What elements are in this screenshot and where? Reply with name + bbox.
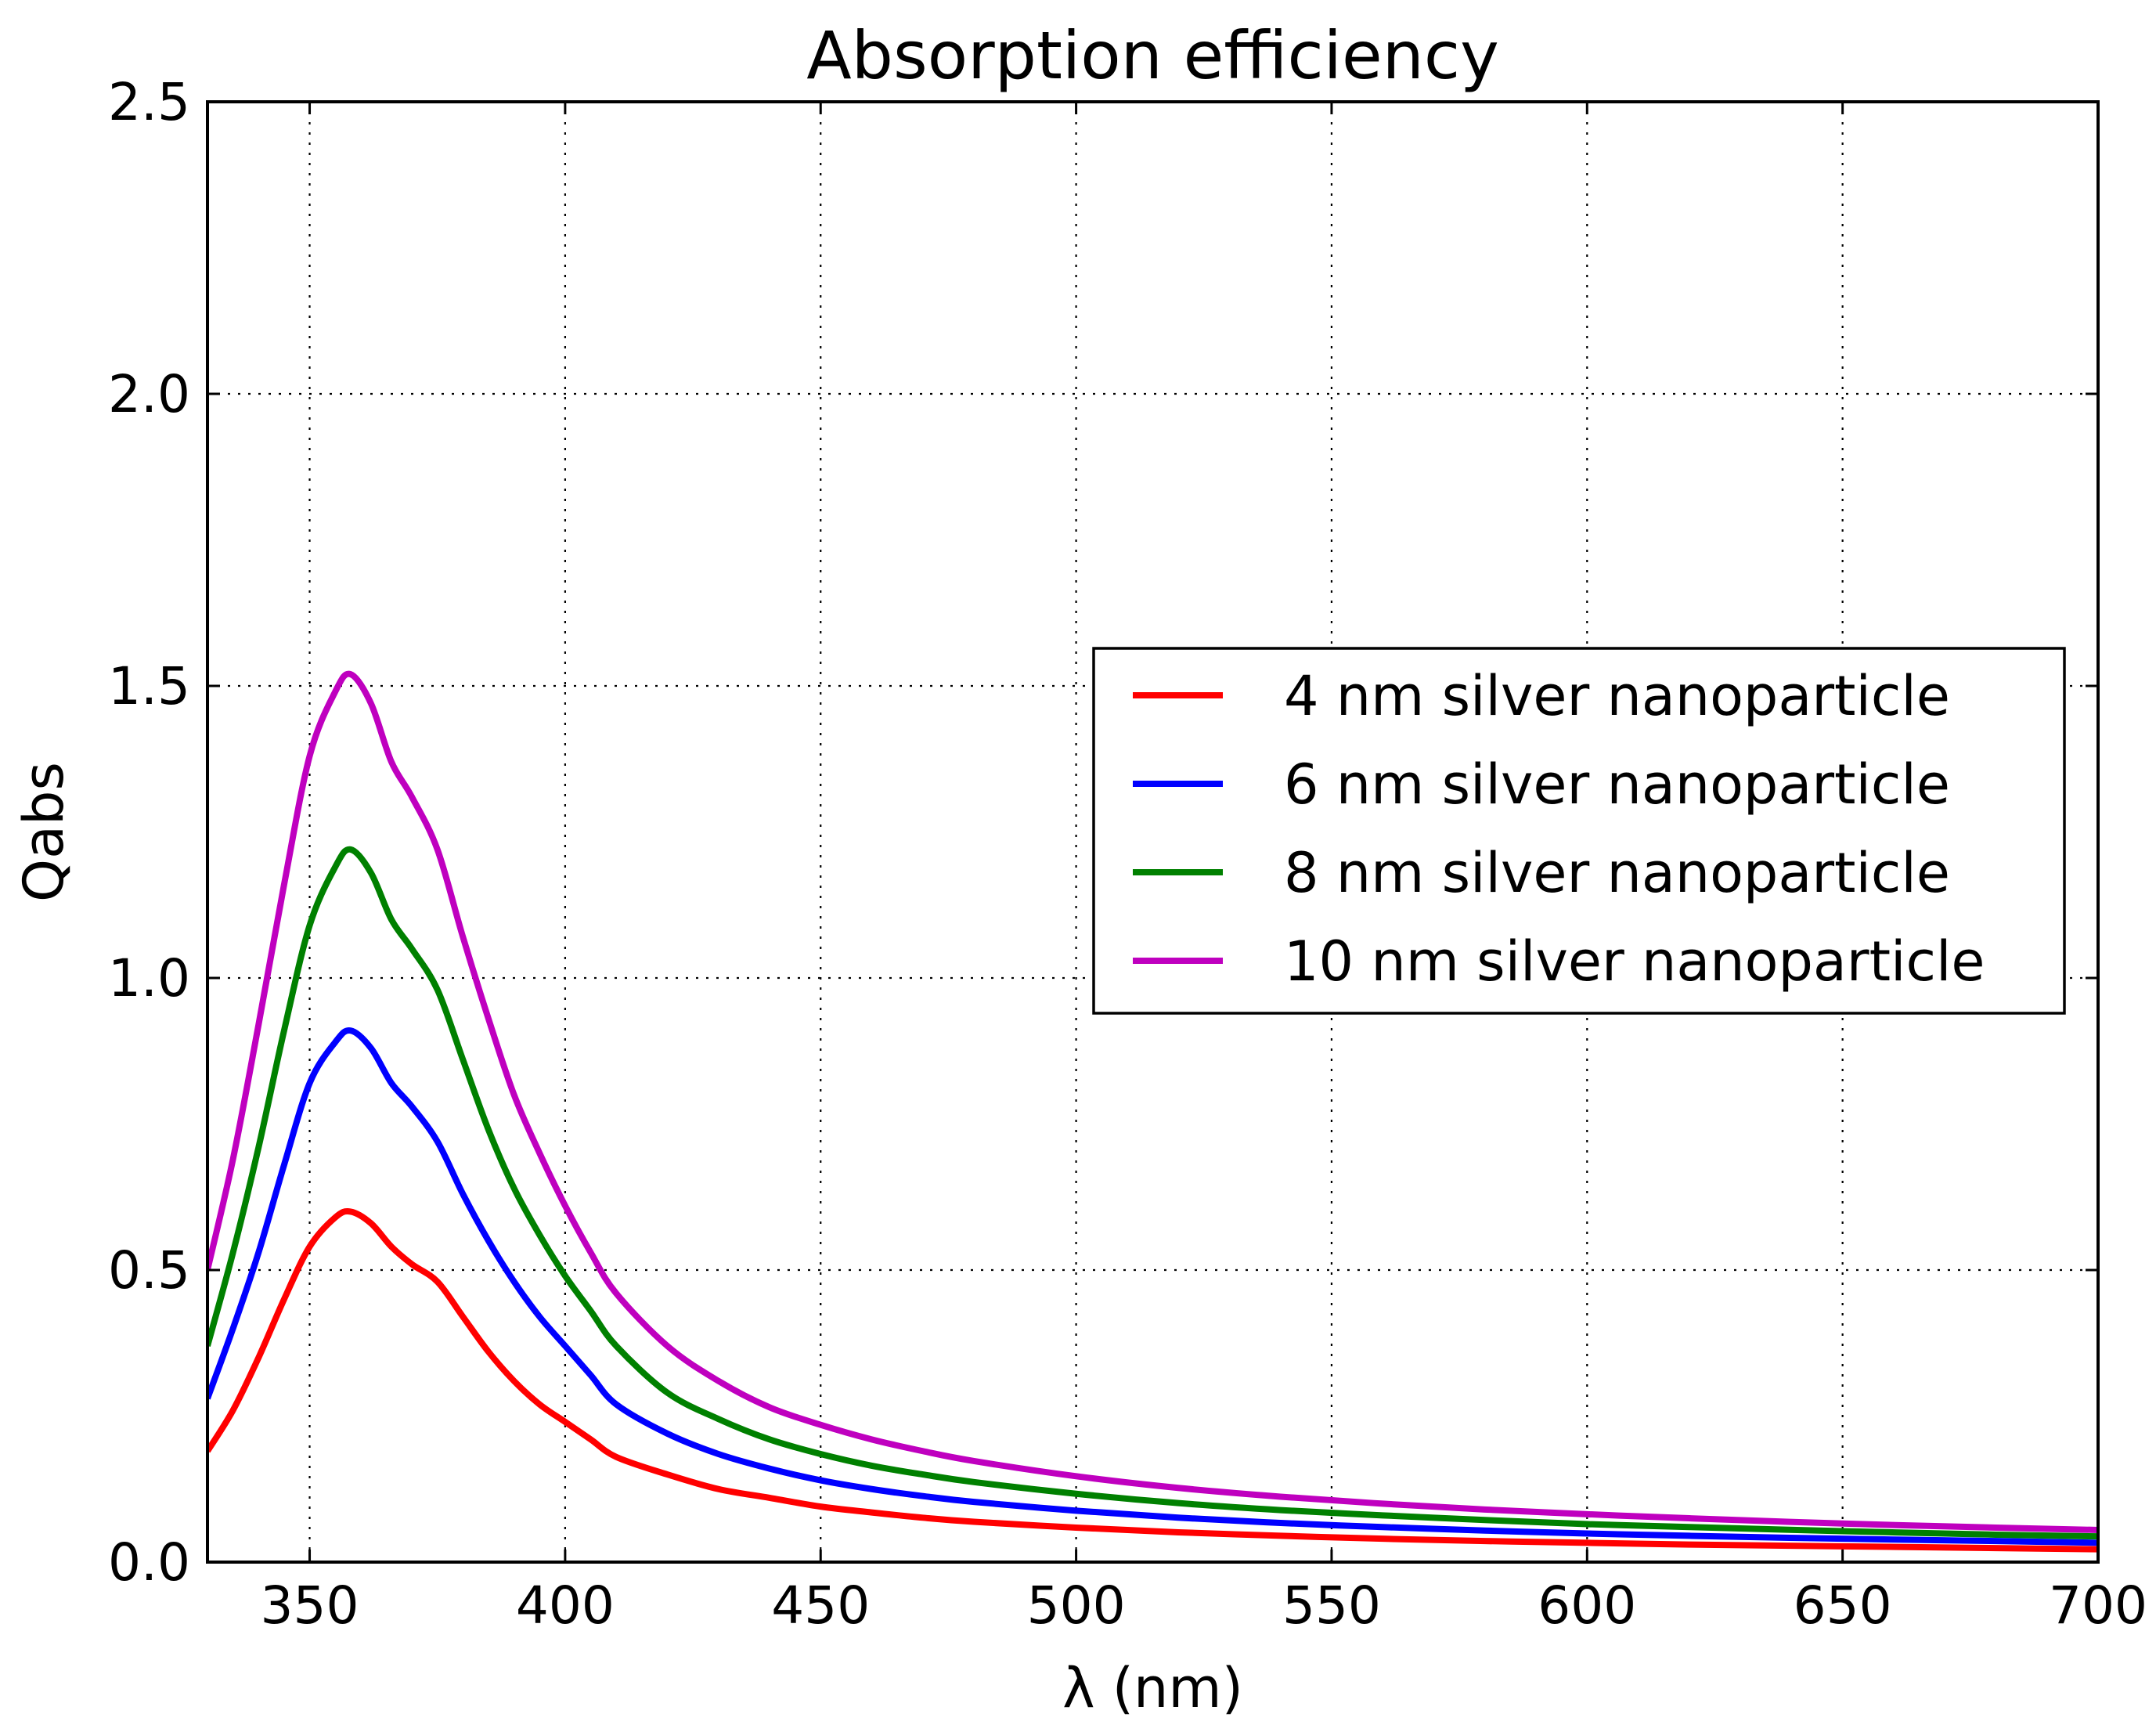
- legend-label-4: 10 nm silver nanoparticle: [1284, 929, 1985, 994]
- y-tick-label: 1.0: [108, 948, 190, 1009]
- x-tick-label: 700: [2049, 1575, 2147, 1636]
- legend: 4 nm silver nanoparticle 6 nm silver nano…: [1092, 647, 2066, 1015]
- plot-frame: [206, 100, 2100, 1564]
- series-line-2: [207, 1027, 2098, 1546]
- y-tick-label: 0.0: [108, 1532, 190, 1593]
- x-tick-label: 400: [516, 1575, 615, 1636]
- x-tick-label: 450: [771, 1575, 870, 1636]
- x-tick-label: 650: [1794, 1575, 1892, 1636]
- series-layer: [207, 670, 2098, 1553]
- x-tick-label: 550: [1282, 1575, 1381, 1636]
- ticks: 350 400 450 500 550 600 650 700 0.0 0.5 1.0 1.5 2.0 2…: [108, 72, 2147, 1636]
- series-line-4: [207, 670, 2098, 1533]
- legend-box: [1092, 647, 2066, 1015]
- y-tick-label: 1.5: [108, 656, 190, 716]
- y-tick-label: 0.5: [108, 1240, 190, 1301]
- y-tick-label: 2.5: [108, 72, 190, 132]
- y-axis-label: Qabs: [12, 762, 76, 902]
- x-tick-label: 500: [1027, 1575, 1126, 1636]
- series-line-3: [207, 846, 2098, 1540]
- series-line-1: [207, 1207, 2098, 1553]
- legend-label-1: 4 nm silver nanoparticle: [1284, 664, 1950, 728]
- x-tick-label: 350: [261, 1575, 359, 1636]
- legend-label-2: 6 nm silver nanoparticle: [1284, 752, 1950, 817]
- chart-title: Absorption efficiency: [806, 17, 1499, 94]
- x-tick-label: 600: [1538, 1575, 1636, 1636]
- x-axis-label: λ (nm): [1062, 1656, 1243, 1720]
- legend-label-3: 8 nm silver nanoparticle: [1284, 841, 1950, 905]
- y-tick-label: 2.0: [108, 364, 190, 424]
